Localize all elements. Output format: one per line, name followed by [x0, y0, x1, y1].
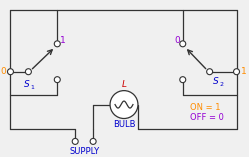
Circle shape	[25, 69, 31, 75]
Circle shape	[234, 69, 240, 75]
Text: BULB: BULB	[113, 120, 135, 129]
Circle shape	[54, 41, 60, 47]
Circle shape	[110, 91, 138, 119]
Circle shape	[7, 69, 13, 75]
Text: 0: 0	[174, 36, 180, 45]
Circle shape	[90, 138, 96, 144]
Text: SUPPLY: SUPPLY	[69, 147, 99, 156]
Text: L: L	[122, 80, 126, 89]
Text: 1: 1	[241, 67, 246, 76]
Text: S: S	[213, 77, 218, 86]
Circle shape	[180, 77, 186, 83]
Text: 1: 1	[30, 85, 34, 90]
Circle shape	[180, 41, 186, 47]
Text: S: S	[24, 80, 29, 89]
Circle shape	[72, 138, 78, 144]
Text: ON = 1: ON = 1	[190, 103, 220, 112]
Circle shape	[54, 77, 60, 83]
Circle shape	[207, 69, 213, 75]
Text: 2: 2	[220, 82, 224, 87]
Text: OFF = 0: OFF = 0	[190, 113, 224, 122]
Text: 1: 1	[60, 36, 66, 45]
Text: 0: 0	[1, 67, 6, 76]
